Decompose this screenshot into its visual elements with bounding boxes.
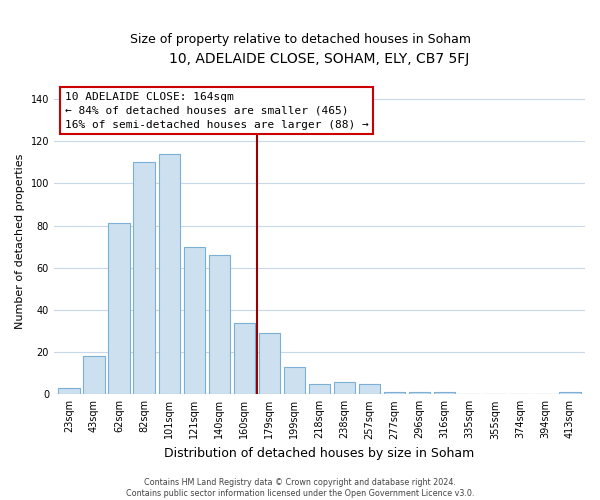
Bar (133, 162, 155, 394)
Bar (158, 154, 180, 394)
Bar (359, 384, 380, 394)
Title: 10, ADELAIDE CLOSE, SOHAM, ELY, CB7 5FJ: 10, ADELAIDE CLOSE, SOHAM, ELY, CB7 5FJ (169, 52, 470, 66)
Bar (434, 392, 455, 394)
Text: 10 ADELAIDE CLOSE: 164sqm
← 84% of detached houses are smaller (465)
16% of semi: 10 ADELAIDE CLOSE: 164sqm ← 84% of detac… (65, 92, 368, 130)
Bar (559, 392, 581, 394)
Bar (384, 392, 405, 394)
Bar (109, 224, 130, 394)
Y-axis label: Number of detached properties: Number of detached properties (15, 154, 25, 329)
Text: Size of property relative to detached houses in Soham: Size of property relative to detached ho… (130, 32, 470, 46)
Bar (209, 255, 230, 394)
Bar (184, 246, 205, 394)
Bar (409, 392, 430, 394)
Bar (83, 356, 104, 395)
Bar (334, 382, 355, 394)
Bar (58, 388, 80, 394)
Bar (233, 322, 255, 394)
X-axis label: Distribution of detached houses by size in Soham: Distribution of detached houses by size … (164, 447, 475, 460)
Bar (309, 384, 330, 394)
Bar (284, 367, 305, 394)
Text: Contains HM Land Registry data © Crown copyright and database right 2024.
Contai: Contains HM Land Registry data © Crown c… (126, 478, 474, 498)
Bar (259, 333, 280, 394)
